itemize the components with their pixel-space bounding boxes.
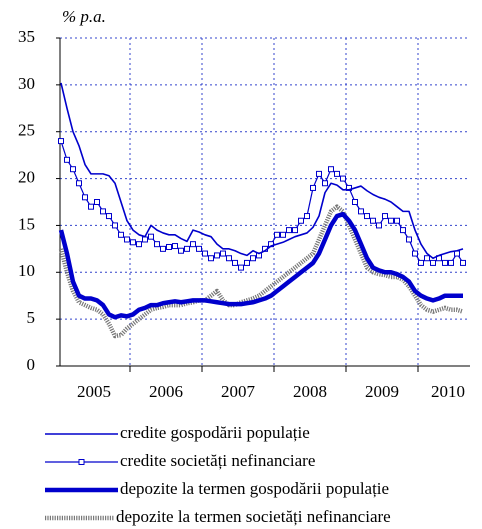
- point-marker: [280, 231, 286, 238]
- point-marker: [178, 247, 184, 254]
- point-marker: [352, 199, 358, 205]
- point-marker: [208, 255, 214, 262]
- series-line: [60, 82, 464, 260]
- point-marker: [82, 194, 88, 201]
- point-marker: [448, 259, 454, 266]
- point-marker: [220, 250, 226, 257]
- point-marker: [376, 222, 382, 229]
- point-marker: [400, 227, 406, 234]
- point-marker: [142, 236, 148, 243]
- point-marker: [394, 217, 400, 224]
- point-marker: [94, 199, 100, 205]
- y-axis-label: % p.a.: [62, 7, 106, 26]
- point-marker: [88, 203, 94, 210]
- point-marker: [238, 264, 244, 271]
- point-marker: [364, 213, 370, 220]
- point-marker: [310, 184, 316, 191]
- point-marker: [154, 241, 160, 248]
- x-tick-label: 2005: [77, 382, 111, 401]
- point-marker: [328, 166, 334, 173]
- point-marker: [106, 213, 112, 220]
- legend-marker: [78, 459, 85, 465]
- y-tick-label: 5: [27, 308, 36, 327]
- point-marker: [214, 252, 220, 259]
- point-marker: [118, 231, 124, 238]
- point-marker: [406, 236, 412, 243]
- point-marker: [124, 236, 130, 243]
- y-tick-label: 15: [18, 214, 35, 233]
- point-marker: [70, 166, 76, 173]
- point-marker: [58, 138, 64, 145]
- point-marker: [412, 250, 418, 257]
- point-marker: [250, 255, 256, 262]
- point-marker: [418, 259, 424, 266]
- point-marker: [388, 217, 394, 224]
- legend-label: credite societăți nefinanciare: [120, 451, 315, 470]
- point-marker: [358, 208, 364, 215]
- point-marker: [136, 241, 142, 248]
- y-tick-label: 25: [18, 121, 35, 140]
- point-marker: [130, 239, 136, 246]
- point-marker: [370, 217, 376, 224]
- point-marker: [442, 259, 448, 266]
- legend-label: credite gospodării populație: [120, 423, 310, 442]
- point-marker: [340, 175, 346, 182]
- point-marker: [76, 180, 82, 187]
- y-tick-label: 10: [18, 261, 35, 280]
- series-line: [58, 204, 464, 339]
- series-line: [58, 211, 463, 320]
- point-marker: [322, 180, 328, 187]
- point-marker: [166, 243, 172, 250]
- point-marker: [298, 217, 304, 224]
- point-marker: [202, 250, 208, 257]
- point-marker: [172, 243, 178, 250]
- point-marker: [232, 259, 238, 266]
- point-marker: [304, 213, 310, 220]
- point-marker: [430, 259, 436, 266]
- x-tick-label: 2006: [149, 382, 183, 401]
- point-marker: [292, 227, 298, 234]
- y-tick-label: 0: [27, 355, 36, 374]
- legend-label: depozite la termen gospodării populație: [120, 479, 389, 498]
- point-marker: [226, 255, 232, 262]
- point-marker: [184, 245, 190, 252]
- point-marker: [286, 227, 292, 234]
- point-marker: [274, 231, 280, 238]
- point-marker: [160, 245, 166, 252]
- y-tick-label: 20: [18, 167, 35, 186]
- y-tick-label: 30: [18, 74, 35, 93]
- point-marker: [64, 156, 70, 163]
- point-marker: [112, 222, 118, 229]
- point-marker: [190, 241, 196, 248]
- x-tick-label: 2007: [221, 382, 256, 401]
- point-marker: [244, 259, 250, 266]
- point-marker: [196, 245, 202, 252]
- x-tick-label: 2008: [293, 382, 327, 401]
- point-marker: [382, 213, 388, 220]
- point-marker: [460, 259, 466, 266]
- point-marker: [424, 255, 430, 262]
- x-tick-label: 2010: [431, 382, 465, 401]
- y-tick-label: 35: [18, 27, 35, 46]
- point-marker: [100, 208, 106, 215]
- point-marker: [316, 170, 322, 177]
- legend-label: depozite la termen societăți nefinanciar…: [116, 507, 391, 526]
- point-marker: [148, 233, 154, 240]
- point-marker: [334, 170, 340, 177]
- x-tick-label: 2009: [365, 382, 399, 401]
